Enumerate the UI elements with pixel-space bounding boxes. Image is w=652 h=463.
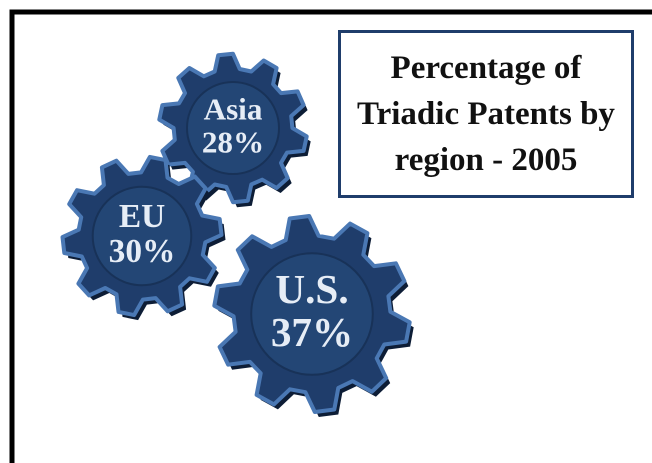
gear-value: 30% [109, 233, 176, 270]
gear-value: 37% [271, 309, 353, 355]
frame [9, 9, 652, 463]
gear-hub [185, 80, 281, 176]
chart-title: Percentage of Triadic Patents by region … [338, 30, 634, 198]
gear-value: 28% [202, 124, 264, 159]
gear-label: EU [119, 198, 165, 235]
gear-hub [91, 185, 193, 287]
gear-label: Asia [204, 92, 263, 127]
gear-hub [250, 252, 374, 376]
gear-label: U.S. [275, 266, 348, 312]
